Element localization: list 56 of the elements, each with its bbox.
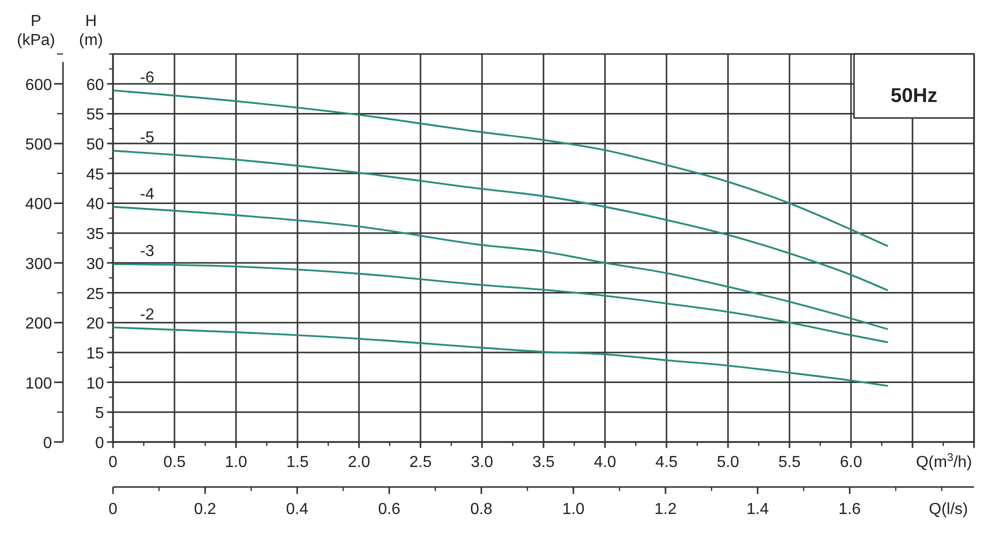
- y-tick-label: 10: [86, 375, 104, 392]
- x-tick-label: 1.5: [286, 454, 309, 471]
- y-tick-label: 45: [86, 166, 104, 184]
- x-tick-label: 4.5: [655, 454, 678, 471]
- y2-tick-label: 0: [43, 435, 52, 452]
- y2-tick-label: 500: [25, 136, 52, 154]
- line-series: [112, 326, 889, 387]
- y2-axis-title: P (kPa): [16, 13, 56, 49]
- y2-tick-label: 400: [25, 196, 52, 214]
- line-series: [112, 150, 889, 292]
- series-label: -3: [140, 243, 154, 260]
- x-tick-label: 3.0: [470, 454, 494, 471]
- x-tick-label: 1.0: [224, 454, 248, 471]
- y-tick-label: 15: [86, 345, 104, 362]
- y2-tick-label: 300: [25, 256, 52, 273]
- y-tick-label: 25: [86, 286, 104, 303]
- series-label: -6: [140, 69, 154, 86]
- x2-tick-label: 1.0: [562, 501, 585, 518]
- y-tick-label: 55: [86, 106, 104, 124]
- y-tick-label: 40: [86, 196, 104, 214]
- x2-tick-label: 0.8: [470, 501, 493, 518]
- y-tick-label: 50: [86, 136, 104, 154]
- x2-tick-label: 1.2: [654, 501, 677, 518]
- y-tick-label: 20: [86, 316, 104, 333]
- y-tick-label: 35: [86, 226, 104, 244]
- x-tick-label: 4.0: [594, 454, 616, 471]
- line-series: [112, 206, 889, 330]
- y-axis-title: H (m): [79, 13, 103, 49]
- x-tick-label: 2.0: [348, 454, 370, 471]
- x-tick-label: 2.5: [409, 454, 432, 471]
- annotation: 50Hz: [890, 85, 938, 107]
- x2-tick-label: 1.6: [838, 501, 861, 518]
- y2-tick-label: 100: [25, 375, 52, 392]
- x2-tick-label: 1.4: [746, 501, 769, 518]
- line-series: [112, 263, 889, 344]
- y2-tick-label: 200: [25, 316, 52, 333]
- x-tick-label: 0.5: [163, 454, 186, 471]
- x2-tick-label: 0.2: [194, 501, 216, 518]
- x-tick-label: 0: [108, 454, 118, 471]
- y-tick-label: 30: [86, 256, 104, 273]
- x-axis-title: Q(m$^{3}$/h): [916, 452, 972, 471]
- y-tick-label: 60: [86, 76, 104, 94]
- series-label: -5: [140, 130, 154, 147]
- y2-tick-label: 600: [25, 76, 52, 94]
- y-tick-label: 0: [95, 435, 104, 452]
- x-tick-label: 6.0: [840, 454, 862, 471]
- x2-axis-title: Q(l/s): [928, 501, 968, 518]
- x2-tick-label: 0: [108, 501, 118, 518]
- x2-tick-label: 0.6: [378, 501, 400, 518]
- series-label: -2: [140, 306, 154, 324]
- series-label: -4: [140, 186, 154, 203]
- y-tick-label: 5: [95, 405, 104, 422]
- x2-tick-label: 0.4: [286, 501, 308, 518]
- x-tick-label: 5.0: [716, 454, 740, 471]
- x-tick-label: 3.5: [532, 454, 555, 471]
- x-tick-label: 5.5: [778, 454, 801, 471]
